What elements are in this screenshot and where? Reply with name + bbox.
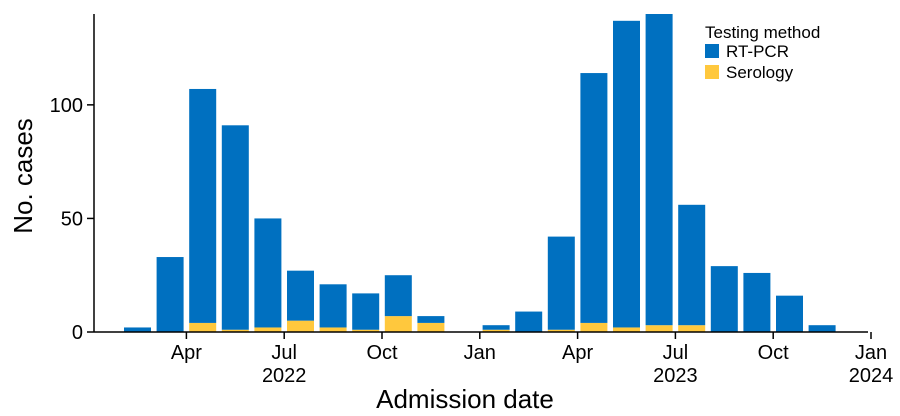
bar-serology-2022-07 xyxy=(287,320,314,332)
bar-rt-pcr-2022-07 xyxy=(287,270,314,321)
bar-serology-2022-05 xyxy=(221,329,249,332)
x-axis-title: Admission date xyxy=(376,384,554,414)
legend-swatch-serology xyxy=(705,65,719,79)
legend-swatch-rt-pcr xyxy=(705,44,719,58)
bar-serology-2022-08 xyxy=(319,327,347,332)
bar-rt-pcr-2022-08 xyxy=(319,284,347,328)
x-tick-label-2: Oct xyxy=(366,342,398,364)
legend-title: Testing method xyxy=(705,23,820,42)
bar-rt-pcr-2022-11 xyxy=(417,316,445,323)
bar-rt-pcr-2023-02 xyxy=(515,311,543,332)
legend-label-serology: Serology xyxy=(726,63,794,82)
bar-serology-2023-01 xyxy=(482,329,510,332)
x-tick-label-3: Jan xyxy=(464,342,496,364)
bar-rt-pcr-2022-09 xyxy=(352,293,380,330)
bar-serology-2022-06 xyxy=(254,327,282,332)
y-axis-ticks: 0 50 100 xyxy=(50,95,94,344)
y-axis-title: No. cases xyxy=(8,118,38,234)
bar-serology-2023-05 xyxy=(613,327,640,332)
bar-serology-2022-11 xyxy=(417,322,445,332)
x-tick-year-2023: 2023 xyxy=(653,365,698,387)
y-tick-label-100: 100 xyxy=(50,95,83,117)
bar-rt-pcr-2022-03 xyxy=(156,257,184,332)
x-tick-label-5: Jul xyxy=(663,342,689,364)
bar-rt-pcr-2023-09 xyxy=(743,272,771,332)
x-tick-label-7: Jan xyxy=(855,342,887,364)
bar-serology-2023-06 xyxy=(645,325,673,332)
bar-rt-pcr-2022-06 xyxy=(254,218,282,328)
bar-rt-pcr-2023-01 xyxy=(482,325,510,330)
bar-serology-2022-04 xyxy=(189,322,217,332)
bar-rt-pcr-2022-10 xyxy=(384,275,412,317)
bar-rt-pcr-2023-03 xyxy=(547,236,575,330)
x-tick-label-6: Oct xyxy=(758,342,790,364)
bar-rt-pcr-2023-10 xyxy=(776,295,803,332)
bar-rt-pcr-2022-05 xyxy=(221,125,249,330)
x-tick-label-4: Apr xyxy=(562,342,593,364)
bar-rt-pcr-2023-05 xyxy=(613,20,640,328)
bar-rt-pcr-2022-04 xyxy=(189,88,217,323)
bar-rt-pcr-2023-06 xyxy=(645,14,673,326)
bar-rt-pcr-2023-08 xyxy=(710,266,738,332)
bar-serology-2022-10 xyxy=(384,316,412,332)
x-tick-label-1: Jul xyxy=(271,342,297,364)
bar-serology-2023-03 xyxy=(547,329,575,332)
legend-label-rt-pcr: RT-PCR xyxy=(726,42,789,61)
bar-serology-2023-04 xyxy=(580,322,608,332)
x-tick-label-0: Apr xyxy=(171,342,202,364)
bar-rt-pcr-2023-07 xyxy=(678,204,706,326)
legend: Testing method RT-PCR Serology xyxy=(705,23,820,82)
bar-rt-pcr-2023-11 xyxy=(808,325,836,332)
y-tick-label-50: 50 xyxy=(61,208,83,230)
y-tick-label-0: 0 xyxy=(72,322,83,344)
x-tick-year-2022: 2022 xyxy=(262,365,307,387)
bar-rt-pcr-2023-04 xyxy=(580,73,608,323)
bars-group xyxy=(124,14,836,332)
bar-rt-pcr-2022-02 xyxy=(124,327,151,332)
bar-serology-2022-09 xyxy=(352,329,380,332)
x-tick-year-2024: 2024 xyxy=(849,365,894,387)
bar-serology-2023-07 xyxy=(678,325,706,332)
